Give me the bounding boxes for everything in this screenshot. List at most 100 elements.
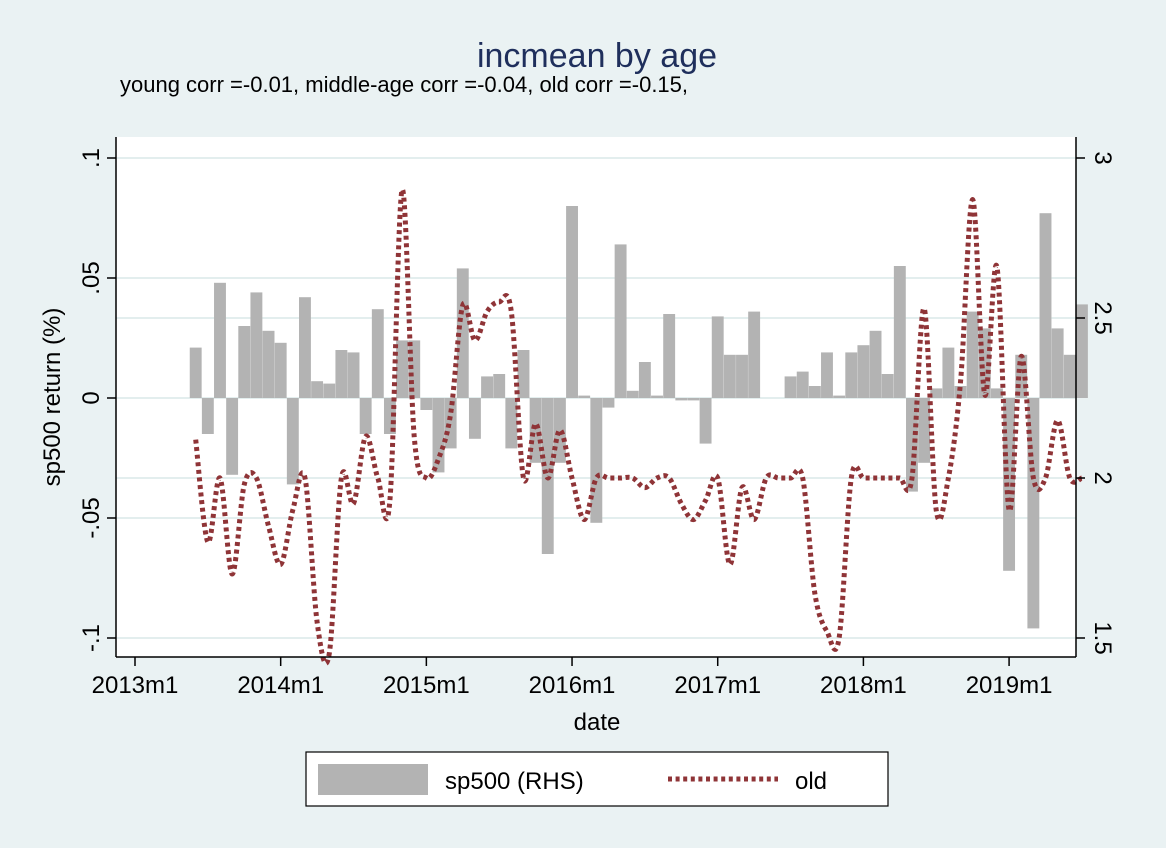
- legend-label-line: old: [795, 768, 827, 795]
- bar: [214, 282, 226, 398]
- x-tick-label: 2014m1: [237, 672, 324, 699]
- bar-series: [189, 206, 1088, 629]
- y-right-tick-label: 2.5: [1089, 301, 1116, 334]
- bar: [906, 398, 918, 492]
- bar: [881, 374, 894, 398]
- bar: [821, 352, 833, 398]
- bar: [432, 398, 445, 473]
- bar: [371, 309, 384, 398]
- x-tick-label: 2016m1: [529, 672, 616, 699]
- x-tick-label: 2018m1: [820, 672, 907, 699]
- y-right-tick-label: 2: [1089, 471, 1116, 484]
- bar: [651, 395, 663, 398]
- line-series-old: [193, 187, 1083, 666]
- bar: [638, 362, 651, 398]
- bar: [347, 352, 360, 398]
- bar: [566, 206, 578, 398]
- bar: [238, 326, 251, 398]
- bar: [663, 314, 676, 398]
- bar: [529, 398, 542, 463]
- bar: [226, 398, 239, 475]
- bar: [748, 311, 761, 398]
- bar: [201, 398, 214, 434]
- bar: [954, 386, 967, 398]
- x-tick-label: 2019m1: [966, 672, 1053, 699]
- bar: [784, 376, 797, 398]
- bar: [517, 350, 530, 398]
- axes: .1 .05 0 -.05 -.1 3 2.5 2 1.5 2013m1 2014m1 2015m1 2…: [78, 137, 1116, 699]
- bar: [456, 268, 469, 398]
- bar: [736, 354, 748, 398]
- legend-label-bars: sp500 (RHS): [445, 768, 584, 795]
- y-axis-label: sp500 return (%): [39, 308, 66, 487]
- bar: [1075, 304, 1088, 398]
- y-left-tick-label: .05: [78, 261, 105, 294]
- bar: [553, 398, 566, 463]
- bar: [262, 330, 275, 398]
- x-tick-label: 2013m1: [92, 672, 179, 699]
- bar: [808, 386, 821, 398]
- bar: [602, 398, 615, 408]
- chart-title: incmean by age: [477, 37, 717, 75]
- bar: [918, 398, 931, 463]
- bar: [626, 390, 639, 398]
- bar: [383, 398, 396, 434]
- bar: [687, 398, 700, 401]
- bar: [578, 395, 591, 398]
- bar: [796, 371, 809, 398]
- legend-swatch-bars: [318, 764, 428, 795]
- legend: sp500 (RHS) old: [305, 751, 889, 807]
- bar: [541, 398, 554, 554]
- y-right-tick-label: 3: [1089, 151, 1116, 164]
- bar: [286, 398, 299, 485]
- bar: [493, 374, 506, 398]
- bar: [1027, 398, 1040, 629]
- bar: [1003, 398, 1016, 571]
- bar: [311, 381, 324, 398]
- bar: [505, 398, 518, 449]
- bar: [857, 345, 870, 398]
- bar: [323, 383, 336, 398]
- bar: [942, 347, 955, 398]
- bar: [359, 398, 372, 434]
- bar: [990, 388, 1003, 398]
- chart-subtitle: young corr =-0.01, middle-age corr =-0.0…: [120, 72, 688, 97]
- bar: [978, 328, 991, 398]
- y-left-tick-label: -.1: [78, 624, 105, 652]
- bar: [699, 398, 712, 444]
- bar: [408, 340, 421, 398]
- bar: [1051, 328, 1064, 398]
- bar: [711, 316, 724, 398]
- x-tick-label: 2017m1: [674, 672, 761, 699]
- y-left-tick-label: -.05: [78, 497, 105, 538]
- bar: [274, 342, 287, 398]
- bar: [250, 292, 263, 398]
- bar: [1063, 354, 1076, 398]
- bar: [675, 398, 688, 401]
- bar: [481, 376, 494, 398]
- bar: [723, 354, 736, 398]
- bar: [845, 352, 858, 398]
- bar: [930, 388, 943, 398]
- x-axis-label: date: [574, 709, 621, 736]
- bar: [590, 398, 603, 523]
- bar: [299, 297, 311, 398]
- x-tick-label: 2015m1: [383, 672, 470, 699]
- bar: [833, 395, 846, 398]
- bar: [966, 311, 979, 398]
- y-left-tick-label: .1: [78, 148, 105, 168]
- bar: [335, 350, 348, 398]
- y-left-tick-label: 0: [78, 391, 105, 404]
- bar: [396, 340, 409, 398]
- bar: [189, 347, 202, 398]
- bar: [1039, 213, 1052, 398]
- bar: [468, 398, 481, 439]
- bar: [614, 244, 627, 398]
- bar: [444, 398, 457, 449]
- bar: [420, 398, 433, 410]
- bar: [869, 330, 882, 398]
- y-right-tick-label: 1.5: [1089, 621, 1116, 654]
- bar: [893, 266, 906, 398]
